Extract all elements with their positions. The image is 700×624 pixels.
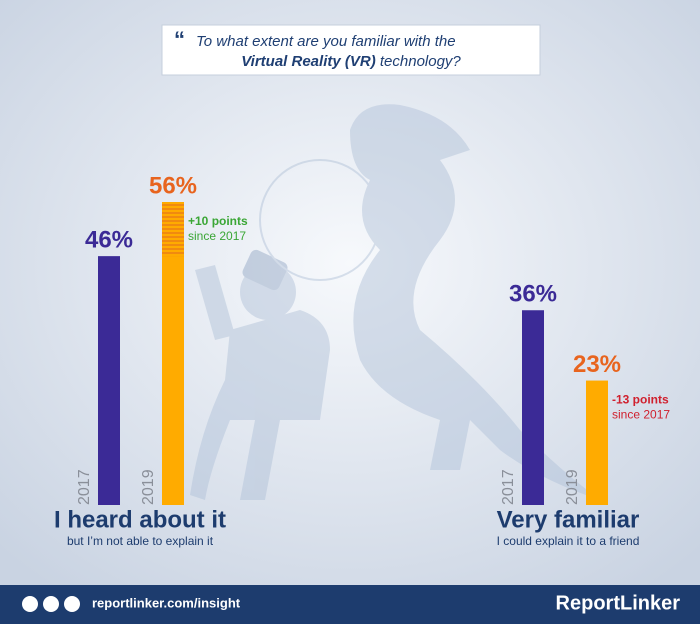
change-note: since 2017	[612, 408, 670, 422]
group-sublabel: but I’m not able to explain it	[67, 534, 214, 548]
title-bold: Virtual Reality (VR)	[241, 53, 375, 70]
increase-highlight	[162, 202, 184, 257]
title-line: To what extent are you familiar with the	[196, 33, 456, 50]
person-arm	[195, 265, 235, 340]
vr-headset	[242, 249, 288, 291]
dinosaur	[350, 104, 600, 501]
change-label: +10 points	[188, 214, 248, 228]
value-label: 23%	[573, 351, 621, 378]
circle-deco	[259, 159, 381, 281]
icon	[64, 596, 80, 612]
change-note: since 2017	[188, 229, 246, 243]
group-label: Very familiar	[497, 506, 640, 533]
footer-band	[0, 585, 700, 624]
footer-url[interactable]: reportlinker.com/insight	[92, 595, 241, 610]
title-line: Virtual Reality (VR) technology?	[241, 53, 461, 70]
value-label: 46%	[85, 226, 133, 253]
icon	[43, 596, 59, 612]
bar	[522, 310, 544, 505]
value-label: 36%	[509, 281, 557, 308]
title-rest: technology?	[380, 53, 462, 70]
value-label: 56%	[149, 172, 197, 199]
silhouettes	[190, 104, 600, 501]
brand-logo: ReportLinker	[556, 592, 681, 614]
year-label: 2019	[140, 469, 157, 505]
change-label: -13 points	[612, 393, 669, 407]
person-body	[190, 310, 330, 500]
year-label: 2017	[500, 469, 517, 505]
bar	[162, 202, 184, 506]
year-label: 2017	[76, 469, 93, 505]
bar	[586, 380, 608, 505]
title-box	[161, 24, 541, 76]
license-icons	[22, 596, 80, 612]
bar	[98, 256, 120, 505]
group-label: I heard about it	[54, 506, 226, 533]
person-head	[240, 264, 296, 320]
icon	[22, 596, 38, 612]
year-label: 2019	[564, 469, 581, 505]
quote-mark: “	[174, 27, 185, 52]
group-sublabel: I could explain it to a friend	[497, 534, 640, 548]
